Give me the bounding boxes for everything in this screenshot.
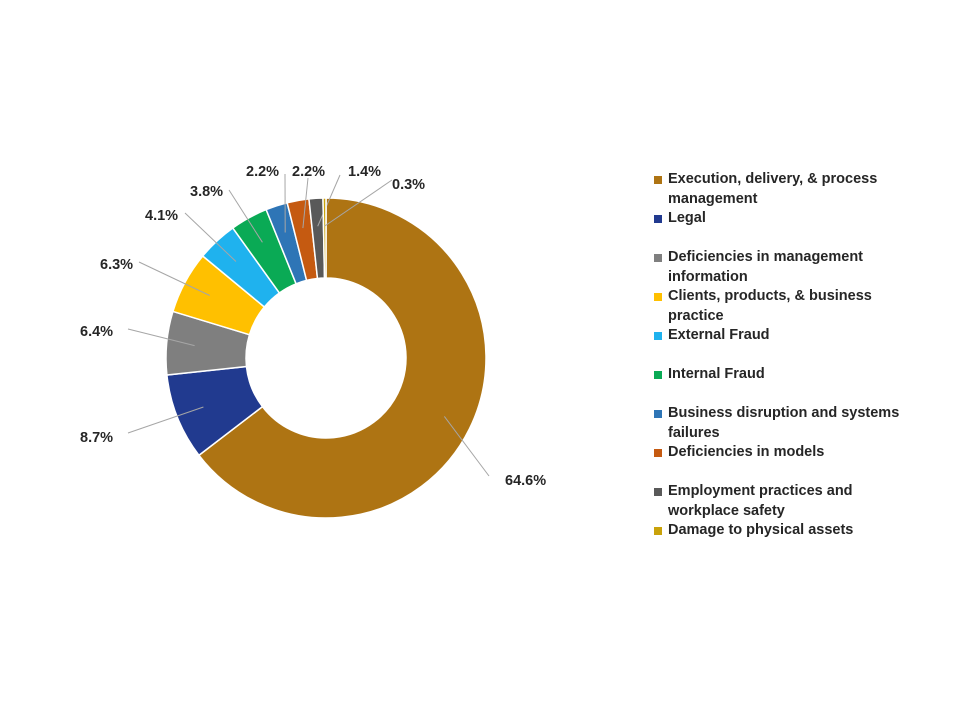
data-label: 3.8% (190, 184, 223, 200)
legend-label: Execution, delivery, & process managemen… (668, 171, 878, 207)
leader-line (302, 177, 309, 229)
leader-line (127, 406, 204, 434)
data-label: 64.6% (505, 473, 546, 489)
data-label: 4.1% (145, 208, 178, 224)
donut-slice (197, 197, 487, 519)
data-label: 2.2% (292, 164, 325, 180)
legend-item: Legal (654, 209, 914, 229)
legend-label: Internal Fraud (668, 366, 765, 382)
leader-line (317, 174, 341, 227)
data-label: 2.2% (246, 164, 279, 180)
legend-item: Deficiencies in models (654, 443, 914, 463)
legend-swatch (654, 449, 662, 457)
leader-line (138, 261, 210, 296)
legend-label: External Fraud (668, 327, 770, 343)
leader-line (443, 416, 490, 477)
legend-label: Employment practices and workplace safet… (668, 483, 853, 519)
leader-line (127, 328, 195, 347)
legend-swatch (654, 176, 662, 184)
donut-slice (322, 197, 327, 279)
legend-item: Clients, products, & business practice (654, 287, 914, 326)
legend-label: Clients, products, & business practice (668, 288, 872, 324)
legend-label: Legal (668, 210, 706, 226)
legend-swatch (654, 410, 662, 418)
legend-label: Deficiencies in models (668, 444, 825, 460)
data-label: 6.3% (100, 257, 133, 273)
legend-label: Damage to physical assets (668, 522, 854, 538)
data-label: 8.7% (80, 430, 113, 446)
data-label: 1.4% (348, 164, 381, 180)
legend-swatch (654, 254, 662, 262)
legend-swatch (654, 332, 662, 340)
legend-item: Damage to physical assets (654, 521, 914, 541)
legend-item: Deficiencies in management information (654, 248, 914, 287)
data-label: 0.3% (392, 177, 425, 193)
data-label: 6.4% (80, 324, 113, 340)
legend-item: Internal Fraud (654, 365, 914, 385)
legend-swatch (654, 371, 662, 379)
legend-swatch (654, 215, 662, 223)
legend-label: Business disruption and systems failures (668, 405, 900, 441)
legend-label: Deficiencies in management information (668, 249, 864, 285)
legend-swatch (654, 293, 662, 301)
legend-swatch (654, 527, 662, 535)
leader-line (228, 189, 263, 243)
legend-item: Business disruption and systems failures (654, 404, 914, 443)
leader-line (324, 179, 393, 227)
legend-swatch (654, 488, 662, 496)
legend-item: Employment practices and workplace safet… (654, 482, 914, 521)
legend-item: External Fraud (654, 326, 914, 346)
legend-item: Execution, delivery, & process managemen… (654, 170, 914, 209)
leader-line (184, 212, 237, 262)
